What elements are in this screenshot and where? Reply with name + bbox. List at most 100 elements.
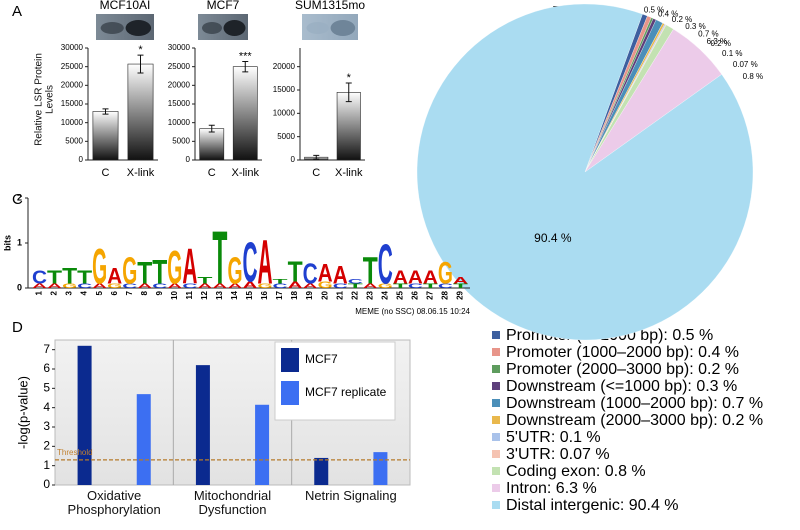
position-label: 10 bbox=[170, 290, 179, 299]
logo-letter: C bbox=[348, 278, 363, 285]
logo-letter-group: C bbox=[77, 283, 92, 290]
position-label: 15 bbox=[245, 290, 254, 299]
legend-swatch bbox=[492, 501, 500, 509]
bar bbox=[127, 63, 154, 161]
bar bbox=[232, 66, 258, 161]
y-tick-label: 4 bbox=[43, 400, 50, 414]
logo-letter-group: T bbox=[393, 283, 408, 290]
logo-letter-group: G bbox=[62, 283, 77, 290]
legend-swatch bbox=[492, 433, 500, 441]
logo-letter-group: T bbox=[197, 276, 213, 286]
footnote: MEME (no SSC) 08.06.15 10:24 bbox=[355, 307, 470, 316]
position-label: 17 bbox=[275, 290, 284, 299]
logo-letter: T bbox=[363, 251, 378, 292]
logo-letter: A bbox=[182, 239, 197, 296]
legend-swatch bbox=[492, 331, 500, 339]
logo-letter: G bbox=[258, 283, 273, 290]
y-tick-label: 30000 bbox=[168, 43, 191, 52]
bar bbox=[92, 111, 119, 161]
position-label: 28 bbox=[441, 290, 450, 299]
logo-letter: C bbox=[333, 283, 348, 290]
blot-band bbox=[100, 22, 124, 34]
y-axis-label: Relative LSR Protein Levels bbox=[33, 53, 56, 146]
logo-letter: A bbox=[47, 283, 62, 290]
position-label: 18 bbox=[290, 290, 299, 299]
position-label: 7 bbox=[125, 290, 134, 295]
y-tick-label: 20000 bbox=[61, 80, 84, 89]
y-tick-label: 2 bbox=[17, 192, 22, 202]
logo-letter: C bbox=[438, 283, 453, 290]
position-label: 19 bbox=[305, 290, 314, 299]
logo-letter: A bbox=[167, 283, 182, 290]
y-tick-label: 5000 bbox=[65, 136, 83, 145]
logo-letter: C bbox=[152, 283, 167, 290]
logo-letter-group: A bbox=[212, 283, 227, 290]
chart-title: SUM1315mo bbox=[295, 0, 365, 12]
logo-letter: T bbox=[453, 283, 468, 290]
logo-letter: C bbox=[303, 259, 318, 290]
y-tick-label: 15000 bbox=[273, 85, 296, 94]
logo-letter-group: A bbox=[167, 283, 182, 290]
position-label: 9 bbox=[155, 290, 164, 295]
y-tick-label: 5 bbox=[43, 381, 50, 395]
blot-band bbox=[306, 22, 329, 34]
position-label: 3 bbox=[65, 290, 74, 295]
significance-label: * bbox=[347, 72, 352, 84]
slice-label: 0.07 % bbox=[733, 60, 758, 69]
y-axis-label: -log(p-value) bbox=[15, 376, 30, 449]
logo-letter: T bbox=[393, 283, 408, 290]
position-label: 21 bbox=[335, 290, 344, 299]
logo-letter-group: T bbox=[152, 252, 167, 291]
logo-letter-group: C bbox=[273, 283, 288, 290]
x-tick-label: X-link bbox=[127, 167, 155, 179]
x-tick-label: Mitochondrial Dysfunction bbox=[193, 488, 272, 517]
logo-letter: T bbox=[152, 252, 167, 291]
x-tick-label: X-link bbox=[231, 167, 259, 179]
logo-letter: T bbox=[423, 283, 438, 290]
logo-letter: T bbox=[137, 255, 152, 291]
chart-title: MCF10AI bbox=[100, 0, 151, 12]
logo-letter: A bbox=[32, 283, 47, 290]
logo-letter: C bbox=[242, 231, 257, 294]
x-tick-label: C bbox=[208, 167, 216, 179]
logo-letter-group: C bbox=[438, 283, 453, 290]
blot-band bbox=[223, 20, 246, 36]
slice-label: 0.1 % bbox=[722, 49, 742, 58]
legend-swatch bbox=[492, 365, 500, 373]
y-tick-label: 25000 bbox=[61, 62, 84, 71]
logo-letter: A bbox=[453, 276, 468, 286]
logo-letter: A bbox=[242, 280, 257, 290]
x-tick-label: Oxidative Phosphorylation bbox=[67, 488, 161, 517]
error-bar bbox=[208, 124, 215, 133]
logo-letter-group: C bbox=[408, 283, 423, 290]
legend-label: Promoter (2000–3000 bp): 0.2 % bbox=[506, 361, 739, 378]
position-label: 29 bbox=[456, 290, 465, 299]
logo-letter-group: T bbox=[363, 251, 378, 292]
logo-letter: G bbox=[107, 283, 122, 290]
logo-letter-group: A bbox=[47, 283, 62, 290]
logo-letter-group: T bbox=[137, 255, 152, 291]
logo-letter-group: A bbox=[423, 267, 438, 288]
logo-letter: G bbox=[62, 283, 77, 290]
logo-letter: T bbox=[47, 267, 62, 288]
y-tick-label: 15000 bbox=[168, 99, 191, 108]
logo-letter: A bbox=[363, 283, 378, 290]
logo-letter-group: A bbox=[318, 258, 333, 287]
slice-label: 6.3 % bbox=[707, 37, 727, 46]
legend-swatch bbox=[492, 467, 500, 475]
y-tick-label: 10000 bbox=[168, 118, 191, 127]
logo-letter-group: T bbox=[288, 257, 303, 288]
legend-swatch bbox=[492, 382, 500, 390]
logo-letter: A bbox=[393, 267, 408, 288]
bar bbox=[373, 452, 388, 485]
legend-swatch bbox=[492, 416, 500, 424]
y-tick-label: 0 bbox=[79, 155, 84, 164]
error-bar bbox=[345, 82, 352, 103]
logo-letter-group: C bbox=[378, 233, 393, 296]
position-label: 12 bbox=[200, 290, 209, 299]
y-tick-label: 6 bbox=[43, 361, 50, 375]
legend-label: 5'UTR: 0.1 % bbox=[506, 429, 601, 446]
legend-swatch bbox=[281, 381, 299, 405]
